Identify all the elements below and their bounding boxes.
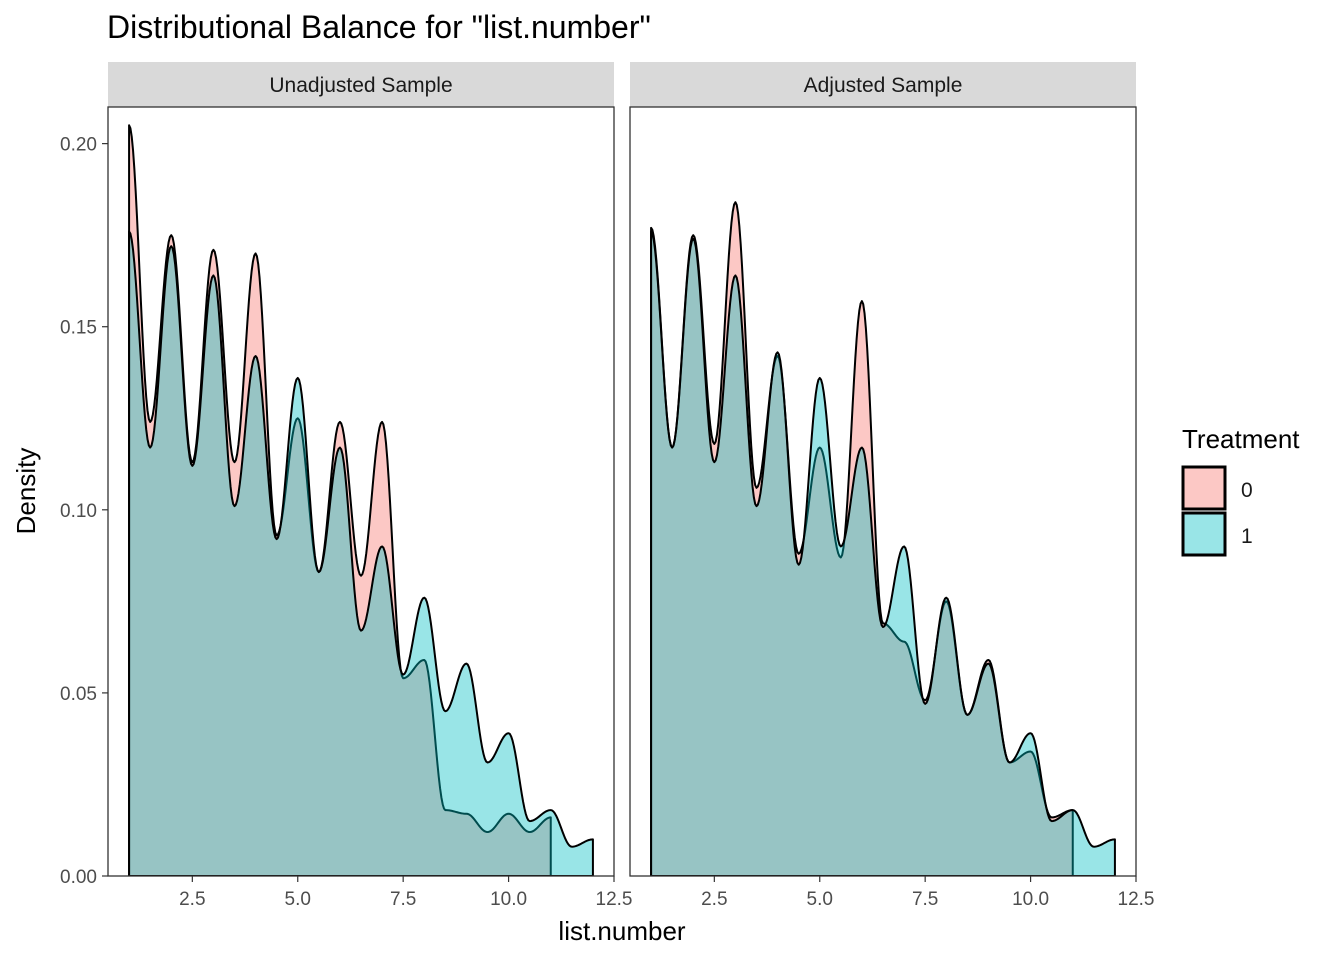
legend-label: 1 [1241, 525, 1253, 548]
x-tick-label: 5.0 [807, 889, 833, 910]
legend-item: 1 [1181, 511, 1253, 557]
y-tick-label: 0.15 [60, 318, 97, 339]
chart-title: Distributional Balance for "list.number" [107, 9, 651, 45]
facet-panel: Unadjusted Sample 2.5 5.0 7.5 10.0 12.5 [107, 62, 632, 910]
y-tick-label: 0.20 [60, 135, 97, 156]
y-tick-label: 0.00 [60, 867, 97, 888]
x-tick-label: 2.5 [701, 889, 727, 910]
x-axis: 2.5 5.0 7.5 10.0 12.5 [179, 876, 632, 910]
x-axis-title: list.number [558, 916, 685, 946]
x-axis: 2.5 5.0 7.5 10.0 12.5 [701, 876, 1154, 910]
y-axis-title: Density [11, 448, 41, 535]
legend-label: 0 [1241, 479, 1253, 502]
y-axis: 0.00 0.05 0.10 0.15 0.20 [60, 135, 108, 888]
facet-strip-label: Adjusted Sample [804, 74, 963, 97]
facet-strip [108, 62, 614, 107]
legend-title: Treatment [1182, 424, 1300, 454]
legend: Treatment 01 [1181, 424, 1300, 557]
y-tick-label: 0.05 [60, 684, 97, 705]
facet-panel: Adjusted Sample 2.5 5.0 7.5 10.0 12.5 [629, 62, 1154, 910]
panel-border [107, 106, 615, 877]
plot-area [650, 201, 1116, 876]
panel-border [629, 106, 1137, 877]
legend-items: 01 [1181, 465, 1253, 557]
x-tick-label: 12.5 [1118, 889, 1155, 910]
facet-strip-label: Unadjusted Sample [269, 74, 452, 97]
legend-key [1181, 511, 1227, 557]
x-tick-label: 10.0 [490, 889, 527, 910]
plot-area [128, 124, 594, 876]
x-tick-label: 5.0 [285, 889, 311, 910]
density-series-1 [128, 230, 594, 876]
x-tick-label: 7.5 [390, 889, 416, 910]
facet-panels: 0.00 0.05 0.10 0.15 0.20 Unadjusted Sample 2.5… [60, 62, 1154, 910]
density-series-1 [650, 230, 1116, 876]
x-tick-label: 10.0 [1012, 889, 1049, 910]
x-tick-label: 12.5 [596, 889, 633, 910]
legend-item: 0 [1181, 465, 1253, 511]
x-tick-label: 7.5 [912, 889, 938, 910]
facet-strip [630, 62, 1136, 107]
y-tick-label: 0.10 [60, 501, 97, 522]
x-tick-label: 2.5 [179, 889, 205, 910]
legend-key [1181, 465, 1227, 511]
